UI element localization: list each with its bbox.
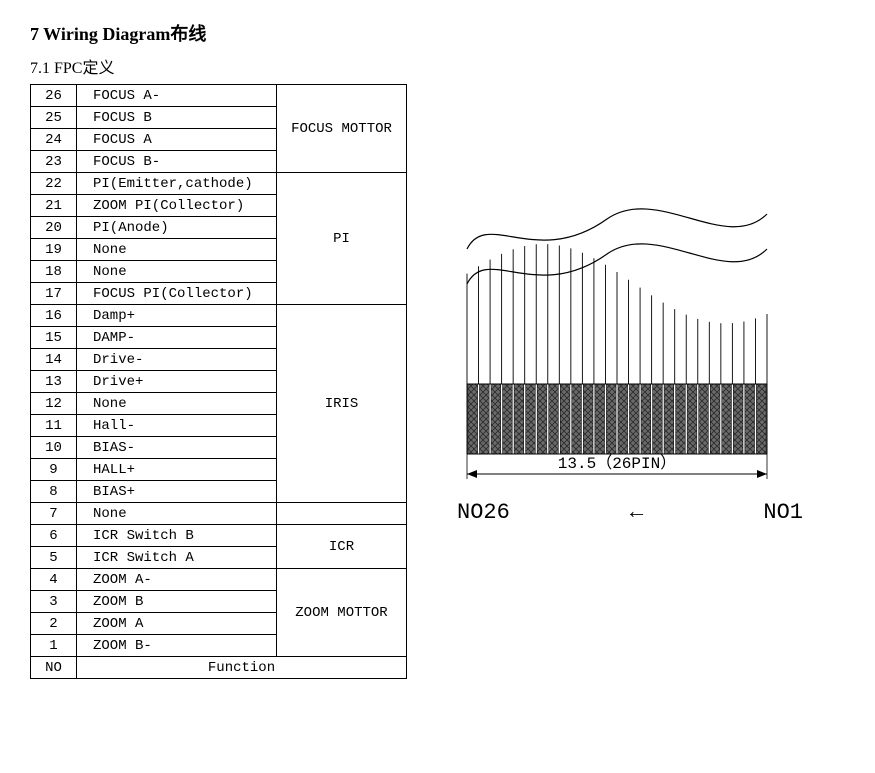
pin-function: PI(Emitter,cathode) [77, 173, 277, 195]
table-row: 4ZOOM A-ZOOM MOTTOR [31, 569, 407, 591]
table-row: 7None [31, 503, 407, 525]
pin-function: FOCUS A- [77, 85, 277, 107]
pin-group: ZOOM MOTTOR [277, 569, 407, 657]
pin-function: BIAS+ [77, 481, 277, 503]
content-row: 26FOCUS A-FOCUS MOTTOR25FOCUS B24FOCUS A… [30, 84, 845, 679]
pin-function: FOCUS B [77, 107, 277, 129]
pin-function: ZOOM A [77, 613, 277, 635]
pin-function: ICR Switch A [77, 547, 277, 569]
pin-no: 14 [31, 349, 77, 371]
pin-function: None [77, 503, 277, 525]
pin-group: PI [277, 173, 407, 305]
pin-function: Drive- [77, 349, 277, 371]
footer-fn: Function [77, 657, 407, 679]
pin-no: 2 [31, 613, 77, 635]
pin-function: FOCUS A [77, 129, 277, 151]
pin-no: 17 [31, 283, 77, 305]
subsection-title: 7.1 FPC定义 [30, 54, 845, 78]
pin-no: 8 [31, 481, 77, 503]
footer-no: NO [31, 657, 77, 679]
pin-no: 23 [31, 151, 77, 173]
pin-no: 18 [31, 261, 77, 283]
pin-function: ZOOM A- [77, 569, 277, 591]
fpc-connector-svg: 13.5（26PIN） [447, 194, 787, 494]
pin-function: FOCUS B- [77, 151, 277, 173]
pin-no: 20 [31, 217, 77, 239]
pin-function: ICR Switch B [77, 525, 277, 547]
pin-no: 15 [31, 327, 77, 349]
pin-function: Damp+ [77, 305, 277, 327]
pin-function: Hall- [77, 415, 277, 437]
pin-function: None [77, 239, 277, 261]
pin-no: 6 [31, 525, 77, 547]
pin-no: 1 [31, 635, 77, 657]
pin-no: 9 [31, 459, 77, 481]
pin-function: None [77, 393, 277, 415]
pin-group: IRIS [277, 305, 407, 503]
pin-no: 22 [31, 173, 77, 195]
pin-function: PI(Anode) [77, 217, 277, 239]
pin-function: HALL+ [77, 459, 277, 481]
pin-no: 12 [31, 393, 77, 415]
pin-function: DAMP- [77, 327, 277, 349]
table-footer: NOFunction [31, 657, 407, 679]
pin-function: FOCUS PI(Collector) [77, 283, 277, 305]
pin-left-label: NO26 [457, 500, 510, 525]
pin-no: 11 [31, 415, 77, 437]
table-row: 22PI(Emitter,cathode)PI [31, 173, 407, 195]
pin-no: 13 [31, 371, 77, 393]
pin-no: 7 [31, 503, 77, 525]
pin-function: BIAS- [77, 437, 277, 459]
pin-end-labels: NO26 ← NO1 [447, 500, 807, 525]
table-row: 16Damp+IRIS [31, 305, 407, 327]
table-row: 6ICR Switch BICR [31, 525, 407, 547]
section-title: 7 Wiring Diagram布线 [30, 20, 845, 46]
direction-arrow-icon: ← [630, 500, 643, 525]
pin-group: ICR [277, 525, 407, 569]
pin-right-label: NO1 [763, 500, 803, 525]
pin-no: 19 [31, 239, 77, 261]
pin-function: ZOOM B [77, 591, 277, 613]
svg-text:13.5（26PIN）: 13.5（26PIN） [558, 454, 676, 473]
table-row: 26FOCUS A-FOCUS MOTTOR [31, 85, 407, 107]
pin-no: 21 [31, 195, 77, 217]
pin-no: 10 [31, 437, 77, 459]
pin-no: 25 [31, 107, 77, 129]
pin-function: ZOOM B- [77, 635, 277, 657]
pin-no: 5 [31, 547, 77, 569]
pin-function: ZOOM PI(Collector) [77, 195, 277, 217]
pin-table: 26FOCUS A-FOCUS MOTTOR25FOCUS B24FOCUS A… [30, 84, 407, 679]
pin-no: 3 [31, 591, 77, 613]
pin-no: 4 [31, 569, 77, 591]
pin-function: None [77, 261, 277, 283]
pin-no: 26 [31, 85, 77, 107]
pin-no: 16 [31, 305, 77, 327]
connector-diagram: 13.5（26PIN） NO26 ← NO1 [447, 194, 807, 525]
pin-no: 24 [31, 129, 77, 151]
pin-group [277, 503, 407, 525]
pin-function: Drive+ [77, 371, 277, 393]
pin-group: FOCUS MOTTOR [277, 85, 407, 173]
